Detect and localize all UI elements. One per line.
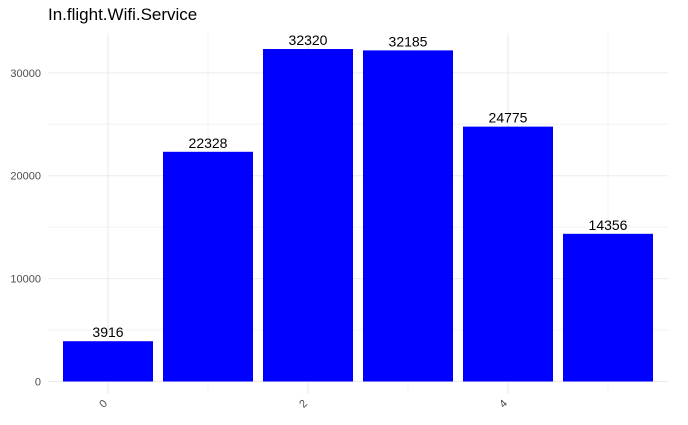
bar (563, 233, 653, 382)
x-tick-label: 2 (297, 398, 310, 411)
data-label: 14356 (589, 217, 628, 233)
bar (363, 50, 453, 382)
data-label: 32320 (289, 32, 328, 48)
y-axis-ticks: 0 10000 20000 30000 (10, 68, 41, 389)
bar (263, 49, 353, 382)
data-label: 3916 (92, 324, 123, 340)
data-label: 24775 (489, 110, 528, 126)
data-labels: 3916 22328 32320 32185 24775 14356 (92, 32, 627, 340)
y-tick-label: 10000 (10, 274, 41, 286)
y-tick-label: 20000 (10, 171, 41, 183)
data-label: 32185 (389, 33, 428, 49)
chart-title: In.flight.Wifi.Service (48, 5, 198, 24)
x-axis-ticks: 0 2 4 (97, 398, 510, 411)
x-tick-label: 0 (97, 398, 110, 411)
y-tick-label: 30000 (10, 68, 41, 80)
data-label: 22328 (189, 135, 228, 151)
bar (63, 341, 153, 382)
x-tick-label: 4 (497, 398, 510, 411)
y-tick-label: 0 (35, 377, 41, 389)
bar (163, 151, 253, 382)
bar (463, 126, 553, 382)
bars (63, 49, 653, 382)
